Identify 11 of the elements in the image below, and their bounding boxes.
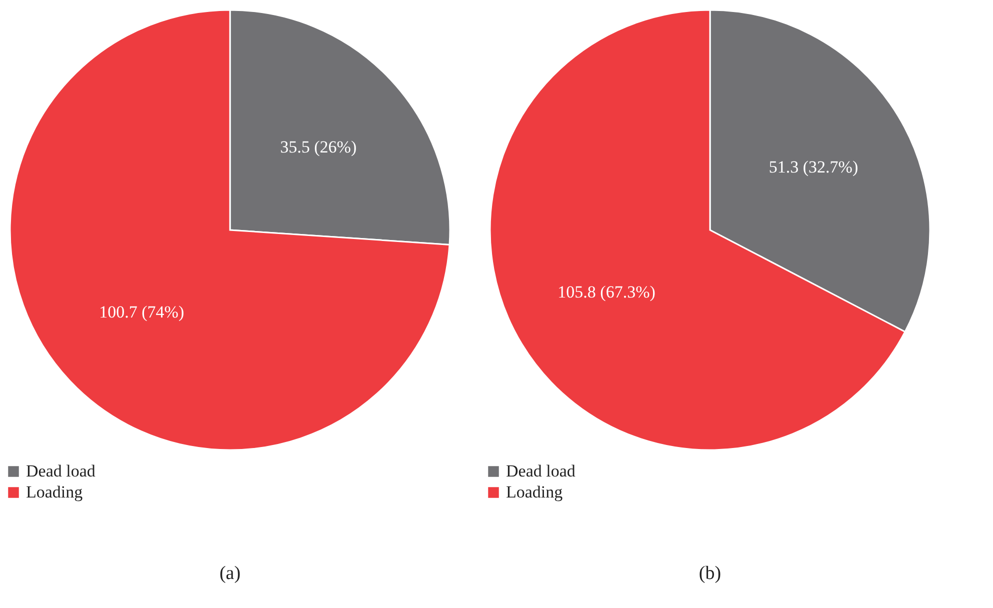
text: (a) <box>219 563 241 584</box>
data-label: 100.7 (74%) <box>99 302 184 322</box>
pie-slice <box>9 9 450 451</box>
text: (b) <box>698 563 722 584</box>
data-label: 105.8 (67.3%) <box>558 282 656 302</box>
legend-label: Loading <box>506 482 564 502</box>
data-label: 35.5 (26%) <box>280 137 357 156</box>
legend-label: Loading <box>26 482 84 502</box>
legend-label: Dead load <box>26 462 96 480</box>
data-label: 51.3 (32.7%) <box>768 157 858 176</box>
legend-label: Dead load <box>506 462 576 480</box>
